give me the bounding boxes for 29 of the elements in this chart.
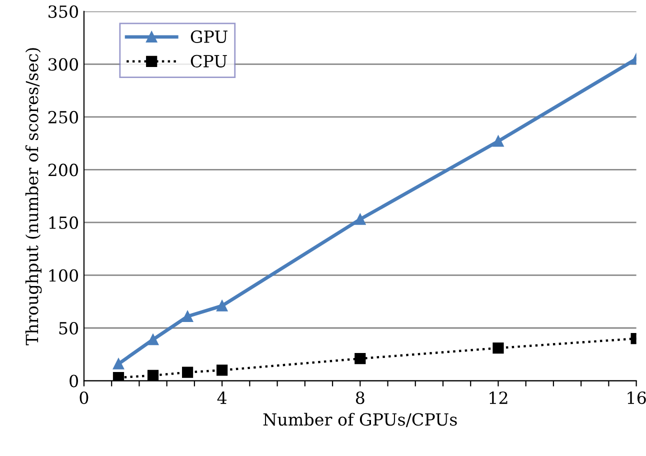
- x-tick-label: 8: [356, 391, 364, 404]
- y-tick-label: 250: [48, 110, 78, 124]
- y-tick-label: 350: [48, 5, 78, 18]
- point: [216, 300, 228, 312]
- y-tick-label: 200: [48, 164, 78, 176]
- legend-label: GPU: [190, 30, 228, 43]
- y-tick-label: 300: [48, 58, 78, 71]
- legend-label: CPU: [190, 54, 227, 68]
- x-axis-title: Number of GPUs/CPUs: [263, 412, 457, 428]
- x-tick-label: 16: [628, 391, 646, 404]
- point: [112, 372, 124, 381]
- x-tick-label: 0: [80, 391, 88, 404]
- y-tick-label: 50: [59, 322, 78, 335]
- point: [354, 214, 366, 225]
- point: [147, 334, 159, 346]
- point: [492, 342, 504, 354]
- point: [182, 310, 194, 322]
- y-tick-label: 0: [70, 374, 78, 388]
- point: [147, 370, 159, 381]
- y-axis-title: Throughput (number of scores/sec): [25, 48, 42, 346]
- x-tick-label: 4: [217, 391, 227, 404]
- point: [112, 358, 124, 370]
- y-tick-label: 100: [49, 269, 78, 282]
- y-tick-label: 150: [49, 216, 78, 230]
- point: [354, 353, 366, 364]
- x-tick-label: 12: [490, 391, 508, 404]
- point: [492, 136, 504, 147]
- point: [182, 366, 194, 378]
- point: [216, 364, 228, 376]
